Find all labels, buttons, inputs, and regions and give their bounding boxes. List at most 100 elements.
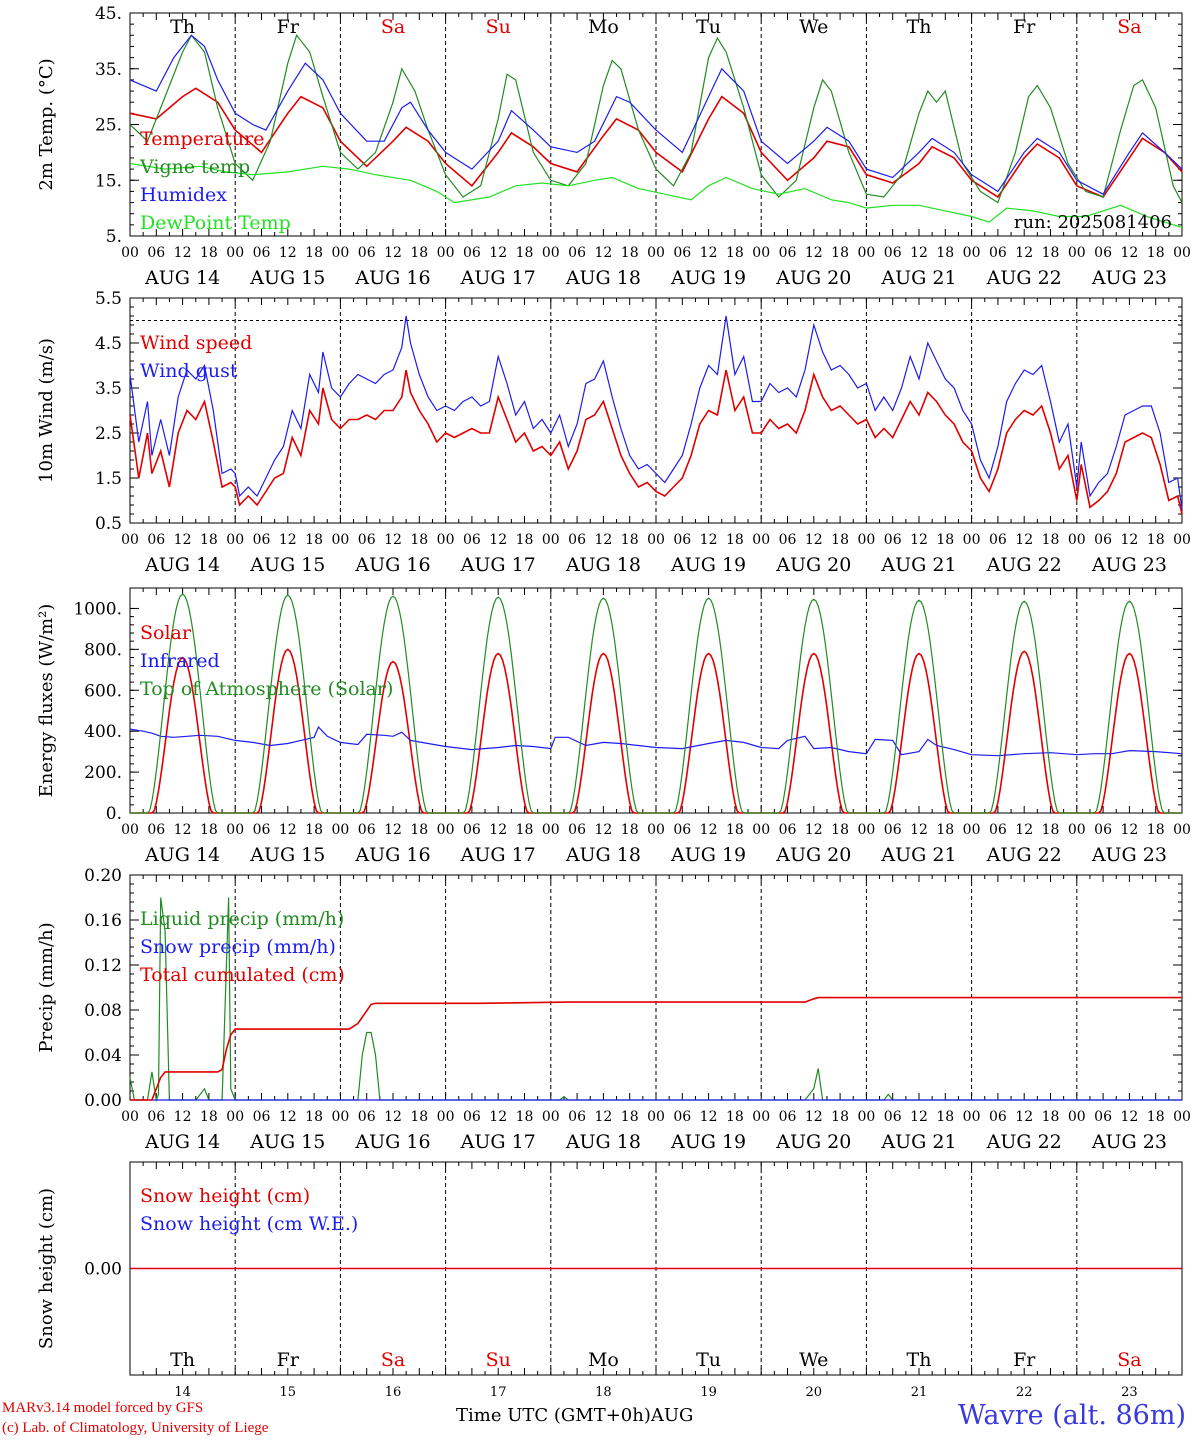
hour-tick-label: 00	[963, 822, 981, 838]
hour-tick-label: 18	[831, 1109, 849, 1125]
hour-tick-label: 00	[331, 1109, 349, 1125]
date-label: AUG 14	[144, 267, 220, 289]
hour-tick-label: 12	[1015, 1109, 1033, 1125]
precip-panel	[129, 874, 1183, 1103]
hour-tick-label: 18	[410, 245, 428, 261]
hour-tick-label: 12	[489, 532, 507, 548]
hour-tick-label: 00	[121, 1109, 139, 1125]
series-line-total-cumulated-cm-	[130, 996, 1182, 1101]
hour-tick-label: 06	[568, 245, 586, 261]
day-number-label: 18	[595, 1385, 612, 1400]
hour-tick-label: 00	[437, 1109, 455, 1125]
hour-tick-label: 00	[1173, 532, 1191, 548]
hour-tick-label: 12	[384, 1109, 402, 1125]
hour-tick-label: 12	[279, 245, 297, 261]
legend-snow-height-cm-w-e-: Snow height (cm W.E.)	[140, 1213, 358, 1235]
hour-tick-label: 06	[989, 532, 1007, 548]
legend-total-cumulated-cm-: Total cumulated (cm)	[140, 964, 345, 986]
hour-tick-label: 12	[594, 822, 612, 838]
hour-tick-label: 00	[752, 532, 770, 548]
hour-tick-label: 18	[516, 245, 534, 261]
hour-tick-label: 00	[121, 532, 139, 548]
date-label: AUG 21	[880, 1131, 956, 1153]
date-label: AUG 16	[354, 844, 430, 866]
y-tick-label: 400.	[84, 722, 122, 742]
y-axis-label: Energy fluxes (W/m²)	[36, 604, 57, 798]
hour-tick-label: 00	[226, 1109, 244, 1125]
hour-tick-label: 06	[989, 245, 1007, 261]
hour-tick-label: 12	[805, 822, 823, 838]
date-label: AUG 21	[880, 844, 956, 866]
hour-tick-label: 18	[936, 532, 954, 548]
y-tick-label: 5.	[106, 227, 122, 247]
hour-tick-label: 18	[726, 532, 744, 548]
legend-humidex: Humidex	[140, 184, 227, 206]
hour-tick-label: 18	[1147, 1109, 1165, 1125]
hour-tick-label: 06	[989, 822, 1007, 838]
hour-tick-label: 12	[1120, 822, 1138, 838]
hour-tick-label: 06	[779, 1109, 797, 1125]
date-label: AUG 14	[144, 1131, 220, 1153]
hour-tick-label: 06	[253, 822, 271, 838]
hour-tick-label: 06	[779, 245, 797, 261]
hour-tick-label: 18	[410, 1109, 428, 1125]
weekday-label: Th	[170, 16, 195, 38]
hour-tick-label: 12	[910, 822, 928, 838]
hour-tick-label: 00	[647, 532, 665, 548]
y-tick-label: 800.	[84, 640, 122, 660]
hour-tick-label: 00	[963, 532, 981, 548]
hour-tick-label: 18	[831, 822, 849, 838]
date-label: AUG 17	[460, 844, 536, 866]
weekday-label: Fr	[277, 1349, 300, 1371]
hour-tick-label: 12	[700, 1109, 718, 1125]
hour-tick-label: 00	[857, 532, 875, 548]
y-tick-label: 200.	[84, 763, 122, 783]
hour-tick-label: 12	[174, 245, 192, 261]
date-label: AUG 18	[565, 554, 641, 576]
series-line-dewpoint-temp	[129, 162, 1183, 229]
hour-tick-label: 06	[779, 822, 797, 838]
hour-tick-label: 06	[884, 532, 902, 548]
date-label: AUG 15	[249, 844, 325, 866]
hour-tick-label: 12	[174, 1109, 192, 1125]
hour-tick-label: 12	[594, 532, 612, 548]
series-line-top-of-atmosphere-solar-	[130, 593, 1182, 814]
weekday-label: Sa	[1117, 16, 1141, 38]
hour-tick-label: 00	[542, 822, 560, 838]
weekday-label: Su	[486, 1349, 511, 1371]
date-label: AUG 20	[775, 267, 851, 289]
hour-tick-label: 18	[200, 1109, 218, 1125]
legend-top-of-atmosphere-solar-: Top of Atmosphere (Solar)	[140, 678, 393, 700]
hour-tick-label: 00	[331, 822, 349, 838]
hour-tick-label: 06	[673, 245, 691, 261]
hour-tick-label: 06	[463, 245, 481, 261]
hour-tick-label: 12	[910, 532, 928, 548]
hour-tick-label: 06	[673, 1109, 691, 1125]
hour-tick-label: 12	[174, 822, 192, 838]
hour-tick-label: 00	[542, 532, 560, 548]
weekday-label: Tu	[696, 1349, 721, 1371]
hour-tick-label: 12	[1120, 532, 1138, 548]
hour-tick-label: 18	[621, 245, 639, 261]
hour-tick-label: 00	[647, 245, 665, 261]
y-tick-label: 0.00	[84, 1091, 122, 1111]
date-label: AUG 23	[1091, 1131, 1167, 1153]
hour-tick-label: 18	[621, 532, 639, 548]
hour-tick-label: 06	[1094, 245, 1112, 261]
hour-tick-label: 12	[489, 245, 507, 261]
hour-tick-label: 06	[147, 1109, 165, 1125]
date-label: AUG 18	[565, 267, 641, 289]
hour-tick-label: 06	[463, 532, 481, 548]
hour-tick-label: 18	[410, 532, 428, 548]
hour-tick-label: 06	[253, 532, 271, 548]
hour-tick-label: 12	[700, 822, 718, 838]
hour-tick-label: 12	[805, 532, 823, 548]
hour-tick-label: 00	[1173, 245, 1191, 261]
hour-tick-label: 12	[700, 245, 718, 261]
hour-tick-label: 00	[857, 822, 875, 838]
date-label: AUG 19	[670, 554, 746, 576]
hour-tick-label: 12	[384, 245, 402, 261]
date-label: AUG 15	[249, 267, 325, 289]
hour-tick-label: 06	[358, 822, 376, 838]
